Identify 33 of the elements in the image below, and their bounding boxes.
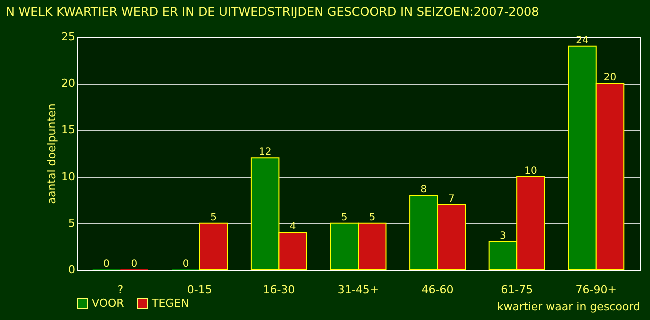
x-tick-label: 16-30 xyxy=(263,284,296,296)
y-tick-label: 15 xyxy=(62,124,76,137)
y-axis-title: aantal doelpunten xyxy=(46,104,59,204)
data-label: 0 xyxy=(104,259,110,270)
data-label: 7 xyxy=(448,194,455,205)
x-tick-label: 76-90+ xyxy=(576,284,617,296)
y-tick-label: 0 xyxy=(68,264,76,276)
x-tick-label: 0-15 xyxy=(187,284,212,296)
data-label: 5 xyxy=(341,212,348,224)
y-tick-label: 10 xyxy=(62,170,76,184)
chart-title: N WELK KWARTIER WERD ER IN DE UITWEDSTRIJDEN GESCOORD IN SEIZOEN:2007-2008 xyxy=(6,5,540,19)
data-label: 3 xyxy=(500,231,506,242)
x-tick-label: 61-75 xyxy=(501,284,534,296)
legend-label: TEGEN xyxy=(151,296,190,310)
data-label: 4 xyxy=(290,222,296,233)
x-tick-label: 46-60 xyxy=(422,284,454,296)
data-label: 0 xyxy=(131,259,138,270)
y-tick-label: 25 xyxy=(62,30,76,44)
bar xyxy=(199,222,228,270)
data-label: 24 xyxy=(576,35,589,46)
x-tick-label: 31-45+ xyxy=(338,284,380,296)
data-label: 5 xyxy=(210,212,217,224)
y-tick-label: 20 xyxy=(62,77,76,90)
x-axis-title: kwartier waar in gescoord xyxy=(497,300,640,314)
data-label: 20 xyxy=(604,72,617,84)
y-tick-label: 5 xyxy=(68,216,76,230)
data-label: 8 xyxy=(420,184,428,196)
x-tick-label: ? xyxy=(118,284,124,296)
legend-label: VOOR xyxy=(92,296,125,310)
data-label: 12 xyxy=(258,147,272,158)
data-label: 0 xyxy=(182,259,190,270)
data-label: 5 xyxy=(369,212,376,224)
data-label: 10 xyxy=(524,166,538,177)
